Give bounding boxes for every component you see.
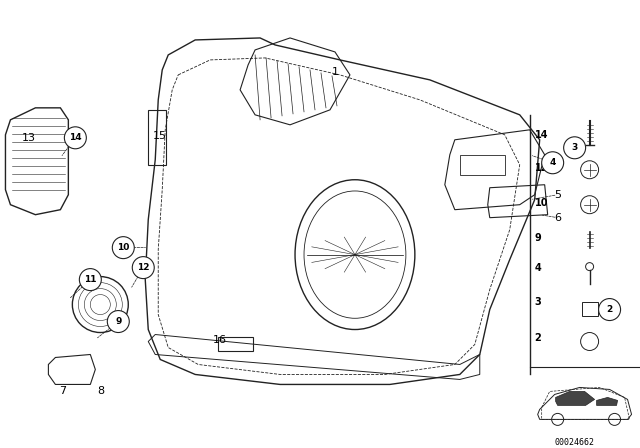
Text: 13: 13	[21, 133, 35, 143]
Circle shape	[108, 310, 129, 332]
Text: 2: 2	[607, 305, 612, 314]
Text: 4: 4	[534, 263, 541, 273]
Bar	[460, 155, 505, 175]
Text: 10: 10	[534, 198, 548, 208]
Text: 10: 10	[117, 243, 129, 252]
Text: 15: 15	[153, 131, 167, 141]
Text: 14: 14	[534, 130, 548, 140]
Bar	[148, 110, 166, 165]
Text: 12: 12	[534, 163, 548, 173]
Circle shape	[598, 298, 621, 320]
Text: 9: 9	[534, 233, 541, 243]
Text: 1: 1	[332, 67, 339, 77]
Bar	[218, 336, 253, 352]
Circle shape	[112, 237, 134, 258]
Text: 3: 3	[572, 143, 578, 152]
Circle shape	[132, 257, 154, 279]
Text: 11: 11	[84, 275, 97, 284]
Text: 5: 5	[554, 190, 561, 200]
Polygon shape	[556, 392, 595, 405]
Text: 14: 14	[69, 134, 82, 142]
Circle shape	[79, 269, 101, 291]
Text: 2: 2	[534, 332, 541, 343]
Circle shape	[564, 137, 586, 159]
Text: 7: 7	[59, 387, 66, 396]
Text: 6: 6	[554, 213, 561, 223]
Text: 16: 16	[213, 335, 227, 345]
Text: 9: 9	[115, 317, 122, 326]
Text: 00024662: 00024662	[555, 438, 595, 447]
Circle shape	[541, 152, 564, 174]
Polygon shape	[596, 397, 618, 405]
Text: 8: 8	[97, 387, 104, 396]
Circle shape	[65, 127, 86, 149]
Text: 12: 12	[137, 263, 150, 272]
Bar	[582, 302, 598, 315]
Text: 4: 4	[550, 158, 556, 167]
Text: 3: 3	[534, 297, 541, 306]
